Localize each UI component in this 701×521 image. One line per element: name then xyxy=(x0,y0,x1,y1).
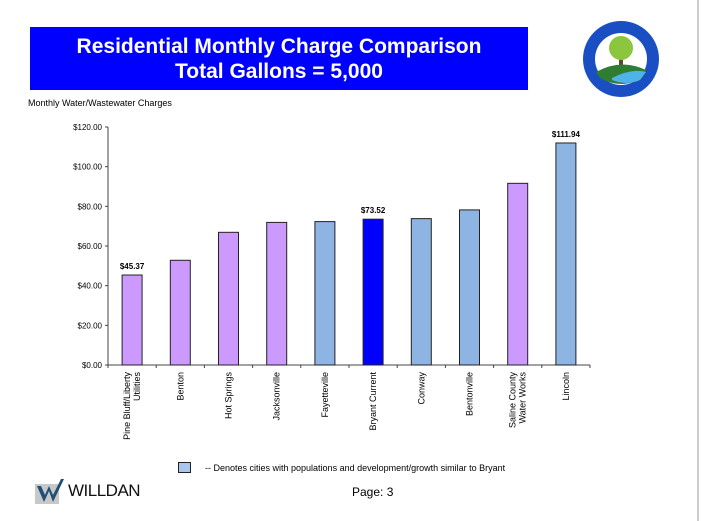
x-tick-label: Lincoln xyxy=(561,372,571,401)
x-tick-label: Utilities xyxy=(132,372,142,402)
bar-benton xyxy=(169,259,191,366)
y-tick-label: $60.00 xyxy=(78,242,103,251)
data-label: $73.52 xyxy=(361,206,386,215)
page-border xyxy=(697,0,699,521)
x-tick-label: Benton xyxy=(175,372,185,401)
bar-fayetteville xyxy=(314,221,336,366)
page-title: Residential Monthly Charge Comparison To… xyxy=(30,27,528,90)
willdan-w-icon xyxy=(35,479,64,504)
city-of-bryant-seal xyxy=(583,21,659,97)
bar-pine-bluff-liberty-utilities xyxy=(121,274,143,366)
x-tick-label: Conway xyxy=(416,372,426,405)
bar-hot-springs xyxy=(218,231,239,366)
y-tick-label: $40.00 xyxy=(78,282,103,291)
x-tick-label: Fayetteville xyxy=(320,372,330,418)
data-label: $45.37 xyxy=(120,262,145,271)
page-number: Page: 3 xyxy=(352,485,394,499)
title-line-1: Residential Monthly Charge Comparison xyxy=(76,34,482,58)
x-tick-label: Saline County xyxy=(508,372,518,429)
bar-bentonville xyxy=(459,209,480,366)
x-tick-label: Water Works xyxy=(518,372,528,424)
bar-conway xyxy=(410,218,432,366)
bar-lincoln xyxy=(555,142,577,366)
data-label: $111.94 xyxy=(552,130,581,139)
y-tick-label: $20.00 xyxy=(78,321,103,330)
willdan-logo-text: WILLDAN xyxy=(68,481,141,500)
title-line-2: Total Gallons = 5,000 xyxy=(175,59,383,83)
bar-saline-county-water-works xyxy=(507,182,529,366)
willdan-logo: WILLDAN xyxy=(35,478,141,504)
legend-text: -- Denotes cities with populations and d… xyxy=(205,462,506,473)
y-tick-label: $80.00 xyxy=(78,202,103,211)
x-tick-label: Jacksonville xyxy=(272,372,282,421)
legend-swatch xyxy=(178,462,191,473)
x-tick-label: Bryant Current xyxy=(368,372,378,431)
bar-jacksonville xyxy=(266,221,288,366)
x-tick-label: Bentonville xyxy=(465,372,475,416)
y-tick-label: $100.00 xyxy=(73,163,102,172)
x-tick-label: Hot Springs xyxy=(224,372,234,420)
y-tick-label: $120.00 xyxy=(73,123,102,132)
bar-bryant-current xyxy=(362,218,384,366)
x-tick-label: Pine Bluff/Liberty xyxy=(122,372,132,440)
legend: -- Denotes cities with populations and d… xyxy=(178,462,505,473)
y-axis-label: Monthly Water/Wastewater Charges xyxy=(28,98,172,108)
y-tick-label: $0.00 xyxy=(82,361,103,370)
